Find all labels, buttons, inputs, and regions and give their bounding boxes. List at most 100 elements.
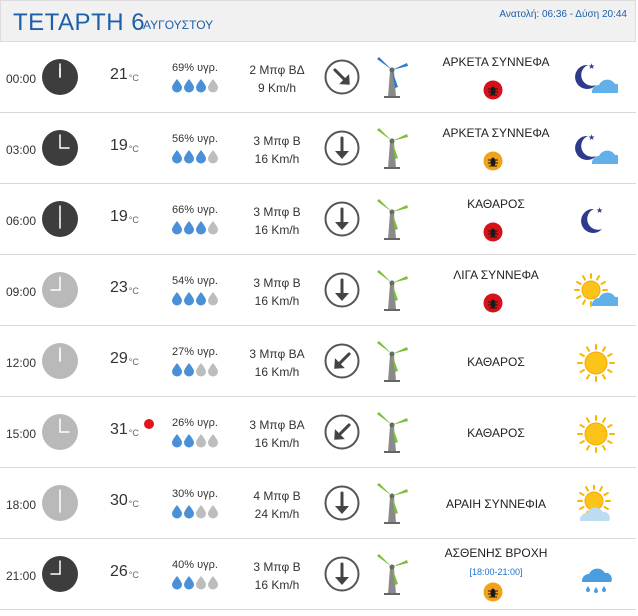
drop-icon — [208, 505, 218, 519]
temperature-unit: °C — [128, 286, 139, 296]
wind-direction-arrow-icon — [324, 59, 360, 95]
sunrise-sunset: Ανατολή: 06:36 - Δύση 20:44 — [499, 9, 627, 20]
sun-cloud-pale-icon — [577, 485, 611, 521]
moon-icon: ★ — [581, 206, 603, 233]
humidity-drops — [172, 576, 220, 595]
drop-icon — [196, 363, 206, 377]
condition-label: ΚΑΘΑΡΟΣ — [467, 426, 525, 440]
drop-icon — [184, 150, 194, 164]
drop-icon — [208, 221, 218, 235]
wind-force: 3 Μπφ Β — [253, 134, 301, 148]
temperature-value: 31 — [110, 421, 128, 438]
svg-text:★: ★ — [588, 62, 595, 71]
temperature-value: 26 — [110, 563, 128, 580]
temperature-value: 23 — [110, 279, 128, 296]
humidity-drops — [172, 221, 220, 240]
wind-force: 2 Μπφ ΒΔ — [249, 63, 305, 77]
wind-direction-arrow-icon — [324, 130, 360, 166]
drop-icon — [196, 576, 206, 590]
drop-icon — [184, 221, 194, 235]
wind-info: 3 Μπφ Β 16 Km/h — [238, 558, 316, 594]
humidity-drops — [172, 363, 220, 382]
drop-icon — [184, 292, 194, 306]
wind-speed: 24 Km/h — [254, 507, 300, 521]
moon-cloud-icon: ★ — [575, 133, 618, 164]
drop-icon — [196, 434, 206, 448]
wind-info: 2 Μπφ ΒΔ 9 Km/h — [238, 61, 316, 97]
condition-label: ΑΣΘΕΝΗΣ ΒΡΟΧΗ — [444, 546, 548, 560]
humidity-drops — [172, 79, 220, 98]
forecast-row: 18:00 30°C 30% υγρ. 4 Μπφ Β 24 Km/h ΑΡΑΙΗ Σ… — [0, 468, 636, 539]
drop-icon — [184, 576, 194, 590]
drop-icon — [208, 79, 218, 93]
temperature-unit: °C — [128, 428, 139, 438]
humidity-drops — [172, 505, 220, 524]
sun-cloud-icon — [574, 273, 618, 307]
mosquito-alert-icon — [483, 80, 503, 100]
sun-icon — [577, 344, 615, 382]
humidity-drops — [172, 150, 220, 169]
time-label: 06:00 — [6, 214, 37, 228]
drop-icon — [196, 505, 206, 519]
condition-label: ΚΑΘΑΡΟΣ — [467, 197, 525, 211]
moon-cloud-icon: ★ — [575, 62, 618, 93]
day-header: ΤΕΤΑΡΤΗ 6 ΑΥΓΟΥΣΤΟΥ Ανατολή: 06:36 - Δύσ… — [0, 0, 636, 42]
time-label: 00:00 — [6, 72, 37, 86]
wind-force: 3 Μπφ ΒΑ — [249, 347, 305, 361]
wind-turbine-icon — [377, 199, 408, 240]
humidity-drops — [172, 434, 220, 453]
drop-icon — [196, 79, 206, 93]
drop-icon — [184, 505, 194, 519]
forecast-row: 21:00 26°C 40% υγρ. 3 Μπφ Β 16 Km/h ΑΣΘΕΝΗΣ… — [0, 539, 636, 610]
drop-icon — [172, 79, 182, 93]
drop-icon — [172, 292, 182, 306]
temperature-unit: °C — [128, 499, 139, 509]
wind-turbine-icon — [377, 412, 408, 453]
heat-alert-dot — [144, 419, 154, 429]
drop-icon — [184, 79, 194, 93]
condition-label: ΚΑΘΑΡΟΣ — [467, 355, 525, 369]
temperature-value: 30 — [110, 492, 128, 509]
humidity: 30% υγρ. — [172, 488, 218, 500]
wind-speed: 16 Km/h — [254, 294, 300, 308]
wind-speed: 9 Km/h — [257, 81, 296, 95]
condition-label: ΑΡΚΕΤΑ ΣΥΝΝΕΦΑ — [442, 126, 550, 140]
mosquito-alert-icon — [483, 293, 503, 313]
condition-label: ΑΡΑΙΗ ΣΥΝΝΕΦΙΑ — [445, 497, 547, 511]
clock-icon — [42, 485, 78, 521]
forecast-row: 03:00 19°C 56% υγρ. 3 Μπφ Β 16 Km/h ΑΡΚΕΤΑ … — [0, 113, 636, 184]
wind-direction-arrow-icon — [324, 414, 360, 450]
drop-icon — [208, 363, 218, 377]
month-label: ΑΥΓΟΥΣΤΟΥ — [143, 18, 214, 32]
svg-text:★: ★ — [596, 206, 603, 215]
drop-icon — [172, 505, 182, 519]
wind-info: 4 Μπφ Β 24 Km/h — [238, 487, 316, 523]
temperature-unit: °C — [128, 144, 139, 154]
humidity: 27% υγρ. — [172, 346, 218, 358]
wind-speed: 16 Km/h — [254, 578, 300, 592]
clock-icon — [42, 556, 78, 592]
wind-turbine-icon — [377, 341, 408, 382]
drop-icon — [172, 221, 182, 235]
wind-force: 3 Μπφ Β — [253, 276, 301, 290]
time-label: 03:00 — [6, 143, 37, 157]
mosquito-alert-icon — [483, 582, 503, 602]
temperature-unit: °C — [128, 570, 139, 580]
drop-icon — [208, 576, 218, 590]
time-label: 21:00 — [6, 569, 37, 583]
mosquito-alert-icon — [483, 151, 503, 171]
forecast-row: 00:00 21°C 69% υγρ. 2 Μπφ ΒΔ 9 Km/h ΑΡΚΕΤΑ … — [0, 42, 636, 113]
wind-info: 3 Μπφ ΒΑ 16 Km/h — [238, 416, 316, 452]
condition-label: ΑΡΚΕΤΑ ΣΥΝΝΕΦΑ — [442, 55, 550, 69]
humidity: 69% υγρ. — [172, 62, 218, 74]
wind-speed: 16 Km/h — [254, 436, 300, 450]
drop-icon — [172, 576, 182, 590]
temperature: 31°C — [110, 421, 139, 439]
wind-force: 3 Μπφ Β — [253, 205, 301, 219]
wind-info: 3 Μπφ Β 16 Km/h — [238, 274, 316, 310]
temperature-unit: °C — [128, 357, 139, 367]
humidity: 66% υγρ. — [172, 204, 218, 216]
wind-direction-arrow-icon — [324, 556, 360, 592]
temperature: 19°C — [110, 137, 139, 155]
clock-icon — [42, 59, 78, 95]
